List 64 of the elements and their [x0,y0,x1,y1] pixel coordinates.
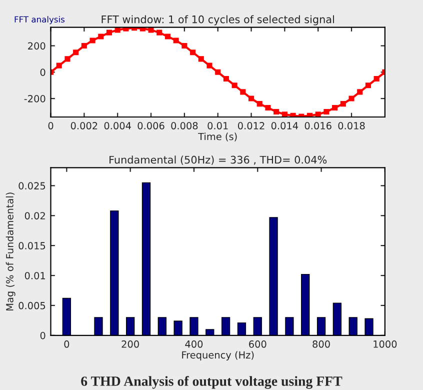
point [190,50,196,56]
point [81,42,87,49]
point [156,30,162,36]
point [164,34,170,40]
line-series [50,27,385,117]
point [274,108,280,114]
point [340,101,346,107]
y-axis-title: Mag (% of Fundamental) [6,192,16,310]
point [206,62,212,68]
point [265,104,271,111]
point [98,34,104,40]
point [240,89,246,95]
x-tick-label: 0.006 [138,122,164,130]
point [173,38,179,44]
chart-title: FFT window: 1 of 10 cycles of selected signal [102,15,334,26]
x-tick-label: 0.012 [238,122,264,130]
point [232,82,238,88]
text: FFT analysis [14,16,65,24]
point [223,76,229,82]
point [256,101,262,107]
y-tick-label: 200 [28,42,46,50]
point [198,56,204,62]
x-tick-label: 0 [64,340,70,348]
point [348,96,354,102]
x-tick-label: 600 [249,340,266,348]
point [64,56,70,62]
x-tick-label: 0.018 [338,122,365,130]
point [332,104,338,111]
point [365,82,371,88]
point [357,89,363,95]
point [374,76,380,82]
x-axis-title: Time (s) [198,132,237,142]
point [106,30,112,36]
x-tick-label: 800 [312,340,330,348]
y-tick-label: 0.02 [24,212,45,220]
point [315,112,321,117]
x-tick-label: 0.004 [104,122,131,130]
y-tick-label: 0.01 [24,272,45,280]
x-tick-label: 0.002 [70,122,98,130]
x-tick-label: 0.016 [304,122,332,130]
y-tick-label: -200 [24,95,46,102]
x-tick-label: 0.014 [271,122,298,130]
point [182,42,188,49]
y-tick-label: 0.015 [18,242,46,250]
x-tick-label: 400 [185,340,203,348]
point [248,96,254,102]
x-tick-label: 0.01 [208,122,228,130]
point [56,62,62,68]
x-tick-label: 1000 [374,340,397,348]
x-tick-label: 200 [122,340,139,348]
y-tick-label: 0 [40,332,46,340]
chart-title: Fundamental (50Hz) = 336 , THD= 0.04% [110,156,327,165]
point [324,108,330,114]
y-tick-label: 0.025 [18,182,46,190]
text: 6 THD Analysis of output voltage using FFT [81,376,342,389]
point [90,38,96,44]
x-tick-label: 0.008 [171,122,198,130]
point [215,69,221,75]
point [73,50,79,56]
x-axis-title: Frequency (Hz) [182,351,254,360]
point [282,112,288,117]
y-tick-label: 0 [40,68,46,76]
x-tick-label: 0 [48,122,54,130]
y-tick-label: 0.005 [18,302,46,310]
